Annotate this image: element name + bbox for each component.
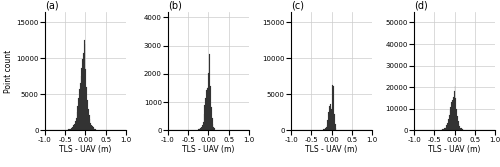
Bar <box>204 105 206 130</box>
Bar <box>329 106 330 130</box>
Bar <box>94 129 95 130</box>
Bar <box>208 73 210 130</box>
Bar <box>75 121 76 130</box>
Text: (d): (d) <box>414 1 428 11</box>
Bar <box>91 125 92 130</box>
Bar <box>212 124 214 130</box>
Bar <box>207 88 208 130</box>
Bar <box>214 128 215 130</box>
Bar <box>92 126 93 130</box>
Text: (b): (b) <box>168 1 182 11</box>
Bar <box>198 129 199 130</box>
Text: (c): (c) <box>291 1 304 11</box>
Bar <box>328 112 329 130</box>
Bar <box>450 107 452 130</box>
Bar <box>447 123 448 130</box>
Bar <box>83 53 84 130</box>
Bar <box>456 109 457 130</box>
Bar <box>442 129 443 130</box>
Bar <box>84 44 86 130</box>
Bar <box>90 123 91 130</box>
Bar <box>78 98 79 130</box>
Bar <box>76 112 78 130</box>
Bar <box>200 128 201 130</box>
X-axis label: TLS - UAV (m): TLS - UAV (m) <box>182 145 234 154</box>
X-axis label: TLS - UAV (m): TLS - UAV (m) <box>428 145 480 154</box>
Bar <box>95 129 96 130</box>
Bar <box>445 128 446 130</box>
Bar <box>70 129 71 130</box>
Bar <box>80 75 82 130</box>
Bar <box>82 59 83 130</box>
Bar <box>444 128 445 130</box>
Bar <box>201 127 202 130</box>
Bar <box>206 90 207 130</box>
Bar <box>458 124 460 130</box>
Bar <box>325 128 326 130</box>
Bar <box>74 124 75 130</box>
Bar <box>88 116 90 130</box>
X-axis label: TLS - UAV (m): TLS - UAV (m) <box>60 145 112 154</box>
Bar <box>457 116 458 130</box>
Bar <box>87 100 88 130</box>
Bar <box>446 125 447 130</box>
Bar <box>199 129 200 130</box>
Bar <box>72 127 74 130</box>
Bar <box>71 128 72 130</box>
Bar <box>332 85 333 130</box>
X-axis label: TLS - UAV (m): TLS - UAV (m) <box>306 145 358 154</box>
Bar <box>449 115 450 130</box>
Bar <box>453 97 454 130</box>
Bar <box>448 119 449 130</box>
Bar <box>68 129 70 130</box>
Y-axis label: Point count: Point count <box>4 49 14 93</box>
Bar <box>452 100 453 130</box>
Bar <box>93 127 94 130</box>
Bar <box>462 129 464 130</box>
Bar <box>86 87 87 130</box>
Bar <box>326 125 328 130</box>
Bar <box>79 89 80 130</box>
Bar <box>334 124 336 130</box>
Bar <box>330 109 332 130</box>
Bar <box>210 86 211 130</box>
Bar <box>461 128 462 130</box>
Bar <box>324 129 325 130</box>
Bar <box>333 86 334 130</box>
Bar <box>202 125 203 130</box>
Bar <box>460 128 461 130</box>
Text: (a): (a) <box>45 1 59 11</box>
Bar <box>443 129 444 130</box>
Bar <box>211 107 212 130</box>
Bar <box>454 86 456 130</box>
